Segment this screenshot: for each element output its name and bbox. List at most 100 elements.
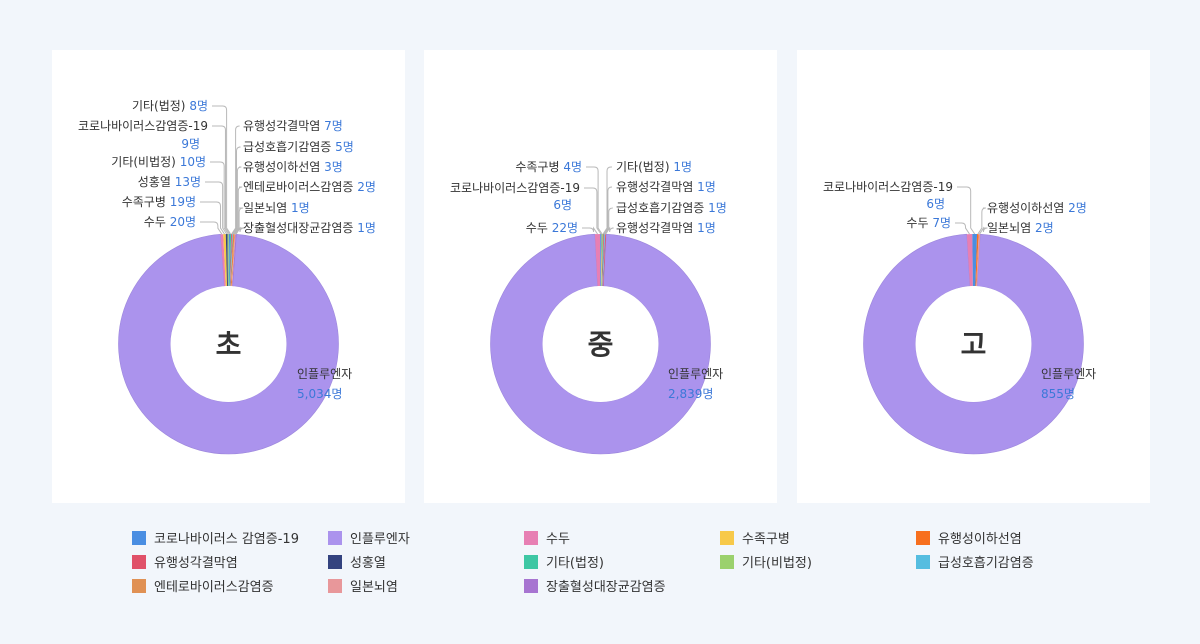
slice-label: 유행성각결막염 1명: [616, 220, 716, 235]
slice-value: 1명: [357, 221, 376, 235]
slice-label: 유행성이하선염 2명: [987, 200, 1087, 215]
slice-label-text: 유행성이하선염: [987, 200, 1068, 215]
pie-slice: [972, 234, 978, 287]
pie-slice: [975, 234, 979, 287]
legend-swatch: [524, 530, 538, 545]
slice-label: 엔테로바이러스감염증 2명: [243, 180, 376, 194]
slice-label: 일본뇌염 2명: [987, 221, 1054, 235]
leader-line: [231, 125, 240, 235]
legend-label: 기타(법정): [546, 556, 604, 571]
slice-value: 13명: [175, 175, 201, 189]
legend-swatch: [916, 554, 930, 569]
slice-label: 수두 20명: [144, 215, 196, 229]
slice-label-text: 일본뇌염: [987, 221, 1035, 235]
slice-label: 장출혈성대장균감염증 1명: [243, 221, 376, 235]
leader-line: [582, 226, 598, 235]
pie-slice: [227, 234, 229, 287]
leader-line: [977, 207, 986, 235]
pie-slice: [602, 234, 605, 287]
slice-label: 코로나바이러스감염증-19: [823, 180, 953, 194]
slice-label: 급성호흡기감염증 5명: [243, 140, 354, 154]
pie-slice: [601, 234, 603, 287]
pie-slice: [230, 234, 234, 287]
legend-swatch: [720, 554, 734, 569]
slice-label-text: 수두: [906, 216, 932, 230]
slice-value: 4명: [563, 160, 582, 174]
legend-label: 기타(비법정): [742, 556, 812, 571]
leader-line: [235, 226, 245, 235]
slice-value: 10명: [180, 155, 206, 169]
legend-label: 엔테로바이러스감염증: [154, 580, 274, 595]
slice-label-text: 기타(비법정): [111, 155, 179, 169]
slice-value: 2,839명: [668, 387, 713, 401]
leader-line: [205, 181, 228, 235]
slice-value: 855명: [1041, 387, 1075, 401]
slice-label-text: 유행성각결막염: [616, 220, 697, 235]
legend-item: 코로나바이러스 감염증-19: [132, 528, 299, 547]
legend-label: 장출혈성대장균감염증: [546, 580, 666, 595]
slice-label: 유행성각결막염 7명: [243, 118, 343, 133]
legend-swatch: [328, 578, 342, 593]
slice-label-text: 수족구병: [515, 160, 563, 174]
chart-panel-elementary: 초 인플루엔자 5,034명 수두 20명 수족구병 19명 성홍열 13명 기타(비법정)…: [52, 50, 405, 503]
slice-label: 수족구병 19명: [122, 195, 196, 209]
pie-slice: [232, 234, 237, 287]
slice-label: 수족구병 4명: [515, 160, 582, 174]
leader-line: [233, 186, 243, 235]
slice-value: 3명: [324, 160, 343, 174]
slice-value: 1명: [697, 180, 716, 194]
slice-value: 1명: [291, 201, 310, 215]
leader-line: [212, 105, 232, 235]
pie-slice: [231, 234, 235, 287]
pie-slice: [228, 234, 231, 287]
legend-item: 장출혈성대장균감염증: [524, 576, 666, 595]
legend-swatch: [524, 554, 538, 569]
slice-label-text: 일본뇌염: [243, 201, 291, 215]
slice-value: 5,034명: [297, 387, 342, 401]
leader-line: [210, 161, 229, 235]
slice-value: 1명: [697, 221, 716, 235]
pie-slice: [230, 234, 233, 287]
slice-label-text: 유행성이하선염: [243, 159, 324, 174]
legend-swatch: [720, 530, 734, 545]
slice-value: 5명: [335, 140, 354, 154]
leader-line: [586, 166, 603, 235]
slice-value: 1명: [708, 201, 727, 215]
pie-slice: [229, 234, 232, 287]
leader-line: [232, 146, 241, 235]
slice-label: 인플루엔자: [668, 367, 723, 381]
slice-label-text: 기타(법정): [616, 160, 673, 174]
slice-value: 2명: [1035, 221, 1054, 235]
slice-label-text: 유행성각결막염: [243, 118, 324, 133]
slice-value: 6명: [926, 197, 945, 211]
pie-slice: [601, 234, 604, 287]
slice-value: 7명: [324, 119, 343, 133]
chart-panel-high: 고 인플루엔자 855명 수두 7명 코로나바이러스감염증-19 6명 유행성이하선염 2명…: [797, 50, 1150, 503]
slice-label: 수두 7명: [906, 216, 951, 230]
slice-value: 1명: [673, 160, 692, 174]
legend-swatch: [916, 530, 930, 545]
slice-value: 2명: [357, 180, 376, 194]
center-label: 중: [588, 328, 614, 361]
leader-line: [200, 221, 223, 235]
legend-item: 유행성각결막염: [132, 552, 238, 571]
leader-line: [200, 201, 225, 235]
leader-line: [605, 226, 614, 235]
legend-item: 기타(비법정): [720, 552, 812, 571]
pie-slice: [225, 234, 228, 287]
legend-swatch: [328, 554, 342, 569]
leader-line: [603, 186, 612, 235]
leader-line: [957, 186, 976, 235]
slice-value: 22명: [552, 221, 578, 235]
legend-item: 일본뇌염: [328, 576, 398, 595]
legend-label: 유행성각결막염: [154, 556, 238, 571]
center-label: 고: [961, 328, 987, 361]
slice-label: 유행성이하선염 3명: [243, 159, 343, 174]
leader-line: [979, 226, 988, 235]
legend-swatch: [328, 530, 342, 545]
donut-hole: [915, 286, 1032, 402]
slice-label-text: 유행성각결막염: [616, 179, 697, 194]
